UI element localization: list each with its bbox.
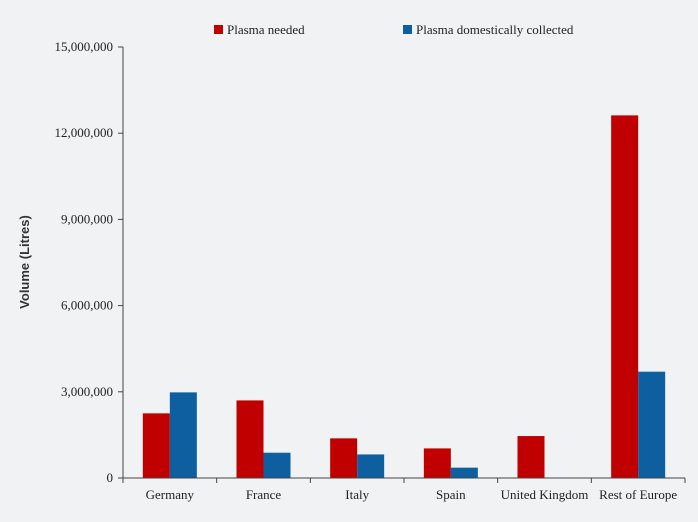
bar-plasma-collected (169, 392, 197, 478)
y-tick-label: 0 (107, 470, 114, 485)
y-axis: 0 3,000,000 6,000,000 9,000,000 12,000,000 15… (55, 39, 124, 485)
bar-plasma-collected (450, 467, 478, 478)
bars (142, 115, 666, 479)
x-tick-label: France (246, 487, 282, 502)
y-tick-label: 9,000,000 (61, 211, 113, 226)
bar-plasma-needed (330, 438, 358, 478)
y-axis-title: Volume (Litres) (17, 215, 32, 309)
x-axis: Germany France Italy Spain United Kingdom Res… (122, 477, 686, 502)
bar-plasma-needed (423, 448, 451, 478)
x-tick-label: Spain (436, 487, 466, 502)
y-tick-label: 3,000,000 (61, 384, 113, 399)
legend-label: Plasma needed (227, 22, 305, 37)
bar-plasma-collected (357, 454, 385, 478)
bar-plasma-needed (142, 413, 170, 478)
legend-label: Plasma domestically collected (416, 22, 574, 37)
x-tick-label: Rest of Europe (599, 487, 677, 502)
y-tick-label: 15,000,000 (55, 39, 114, 54)
legend-swatch (403, 25, 412, 34)
legend: Plasma needed Plasma domestically collect… (214, 22, 574, 37)
bar-plasma-needed (236, 400, 264, 478)
bar-plasma-needed (517, 436, 545, 478)
y-tick-label: 6,000,000 (61, 298, 113, 313)
y-tick-label: 12,000,000 (55, 125, 114, 140)
legend-swatch (214, 25, 223, 34)
x-tick-label: Germany (146, 487, 195, 502)
x-tick-label: United Kingdom (501, 487, 589, 502)
bar-plasma-collected (263, 452, 291, 478)
bar-plasma-collected (638, 371, 666, 478)
x-tick-label: Italy (345, 487, 369, 502)
bar-plasma-needed (611, 115, 639, 479)
